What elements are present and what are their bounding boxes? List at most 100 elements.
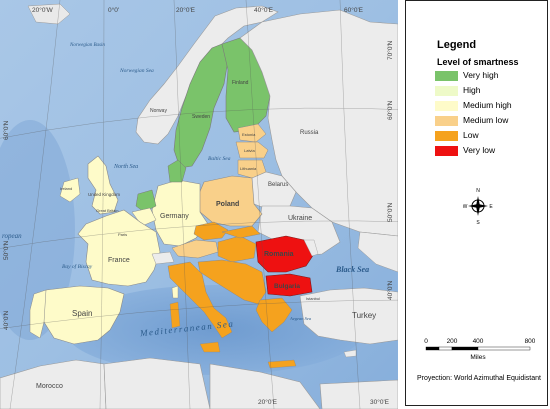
germany-land[interactable]	[151, 179, 209, 247]
cyprus-land	[343, 349, 357, 358]
grat-right-3: 50°0'N	[386, 202, 394, 222]
compass-w: W	[463, 204, 468, 210]
compass-n: N	[476, 188, 480, 194]
scale-tick-800: 800	[525, 338, 535, 345]
projection-label: Proyection: World Azimuthal Equidistant	[417, 375, 541, 382]
legend-swatch-medium-low	[435, 116, 458, 126]
label-norway: Norway	[150, 108, 167, 114]
label-paris: Paris	[118, 232, 127, 237]
legend-swatch-medium-high	[435, 101, 458, 111]
italy-land[interactable]	[167, 261, 233, 339]
scale-tick-400: 400	[473, 338, 484, 345]
label-baltic-sea: Baltic Sea	[208, 156, 231, 162]
graticule-lines	[0, 0, 398, 409]
czech-land[interactable]	[193, 221, 229, 241]
label-france: France	[108, 257, 130, 264]
portugal-land[interactable]	[29, 289, 47, 339]
iceland-land	[27, 3, 71, 25]
label-morocco: Morocco	[36, 383, 63, 390]
scale-tick-200: 200	[447, 338, 458, 345]
europe-map[interactable]: 20°0'W 0°0' 20°0'E 40°0'E 60°0'E 20°0'E …	[0, 0, 398, 409]
label-black-sea: Black Sea	[335, 265, 369, 274]
sweden-land[interactable]	[173, 43, 229, 169]
label-lithuania: Lithuania	[240, 166, 257, 171]
ireland-land[interactable]	[59, 177, 81, 203]
switzerland-land[interactable]	[151, 251, 175, 265]
grat-left-2: 50°0'N	[2, 240, 10, 260]
algeria-land	[103, 357, 211, 409]
legend-label-very-high: Very high	[463, 70, 499, 80]
denmark-land[interactable]	[167, 159, 187, 183]
label-turkey: Turkey	[352, 311, 376, 320]
legend-label-high: High	[463, 85, 481, 95]
label-finland: Finland	[232, 80, 249, 86]
grat-top-5: 60°0'E	[344, 6, 364, 14]
grat-top-2: 0°0'	[108, 6, 119, 14]
compass-icon: N S W E	[463, 188, 493, 225]
grat-top-3: 20°0'E	[176, 6, 196, 14]
grat-top-4: 40°0'E	[254, 6, 274, 14]
romania-land[interactable]	[255, 235, 315, 273]
label-bay-of-biscay: Bay of Biscay	[62, 263, 93, 270]
compass-e: E	[489, 204, 493, 210]
grat-left-1: 60°0'N	[2, 120, 10, 140]
turkey-land[interactable]	[299, 287, 398, 345]
moldova-land	[303, 239, 319, 257]
france-land[interactable]	[77, 209, 161, 287]
legend-label-low: Low	[463, 130, 479, 140]
label-estonia: Estonia	[242, 132, 256, 137]
label-great-britain: Great Britain	[96, 208, 118, 213]
great-britain-land[interactable]	[87, 155, 119, 215]
label-belarus: Belarus	[268, 182, 288, 188]
grat-top-1: 20°0'W	[32, 6, 54, 14]
legend-swatch-high	[435, 86, 458, 96]
legend-label-very-low: Very low	[463, 145, 496, 155]
label-norwegian-sea: Norwegian Sea	[119, 68, 154, 74]
estonia-land[interactable]	[237, 123, 267, 143]
libya-land	[209, 363, 321, 409]
greece-land[interactable]	[255, 297, 293, 333]
compass-s: S	[476, 220, 480, 225]
label-north-sea: North Sea	[113, 164, 138, 170]
label-norwegian-basin: Norwegian Basin	[69, 43, 105, 48]
label-aegean-sea: Aegean Sea	[289, 316, 312, 321]
grat-right-2: 60°0'N	[386, 100, 394, 120]
legend-panel: Legend Level of smartness Very high High…	[405, 0, 548, 406]
label-romania: Romania	[264, 251, 294, 258]
scale-unit: Miles	[470, 354, 486, 361]
bulgaria-land[interactable]	[265, 273, 313, 297]
label-germany: Germany	[160, 213, 189, 220]
legend-swatch-very-low	[435, 146, 458, 156]
caucasus-land	[357, 231, 398, 273]
label-european: ropean	[2, 232, 22, 240]
crete-land	[267, 359, 297, 369]
label-poland: Poland	[216, 201, 239, 208]
sardinia-land	[169, 301, 181, 329]
slovakia-land[interactable]	[221, 225, 261, 239]
latvia-land[interactable]	[235, 141, 269, 159]
sicily-land	[199, 341, 221, 353]
balkans-land[interactable]	[197, 259, 267, 305]
label-russia: Russia	[300, 130, 319, 136]
label-ireland: Ireland	[60, 186, 72, 191]
legend-swatch-low	[435, 131, 458, 141]
corsica-land	[171, 285, 179, 299]
grat-bottom-2: 30°0'E	[370, 398, 390, 406]
label-bulgaria: Bulgaria	[274, 283, 300, 290]
legend-subtitle: Level of smartness	[437, 57, 519, 67]
scale-tick-0: 0	[424, 338, 428, 345]
atlantic-deep	[0, 120, 75, 340]
scale-bar: 0 200 400 800 Miles	[424, 338, 535, 361]
grat-bottom-1: 20°0'E	[258, 398, 278, 406]
grat-left-3: 40°0'N	[2, 310, 10, 330]
legend-label-medium-high: Medium high	[463, 100, 512, 110]
legend-title: Legend	[437, 39, 477, 51]
legend-label-medium-low: Medium low	[463, 115, 509, 125]
grat-right-1: 70°0'N	[386, 40, 394, 60]
label-sweden: Sweden	[192, 114, 210, 120]
label-istanbul: Istanbul	[306, 296, 320, 301]
norway-land[interactable]	[135, 5, 279, 145]
label-latvia: Latvia	[244, 148, 255, 153]
map-frame[interactable]: 20°0'W 0°0' 20°0'E 40°0'E 60°0'E 20°0'E …	[0, 0, 398, 409]
egypt-land	[319, 379, 398, 409]
